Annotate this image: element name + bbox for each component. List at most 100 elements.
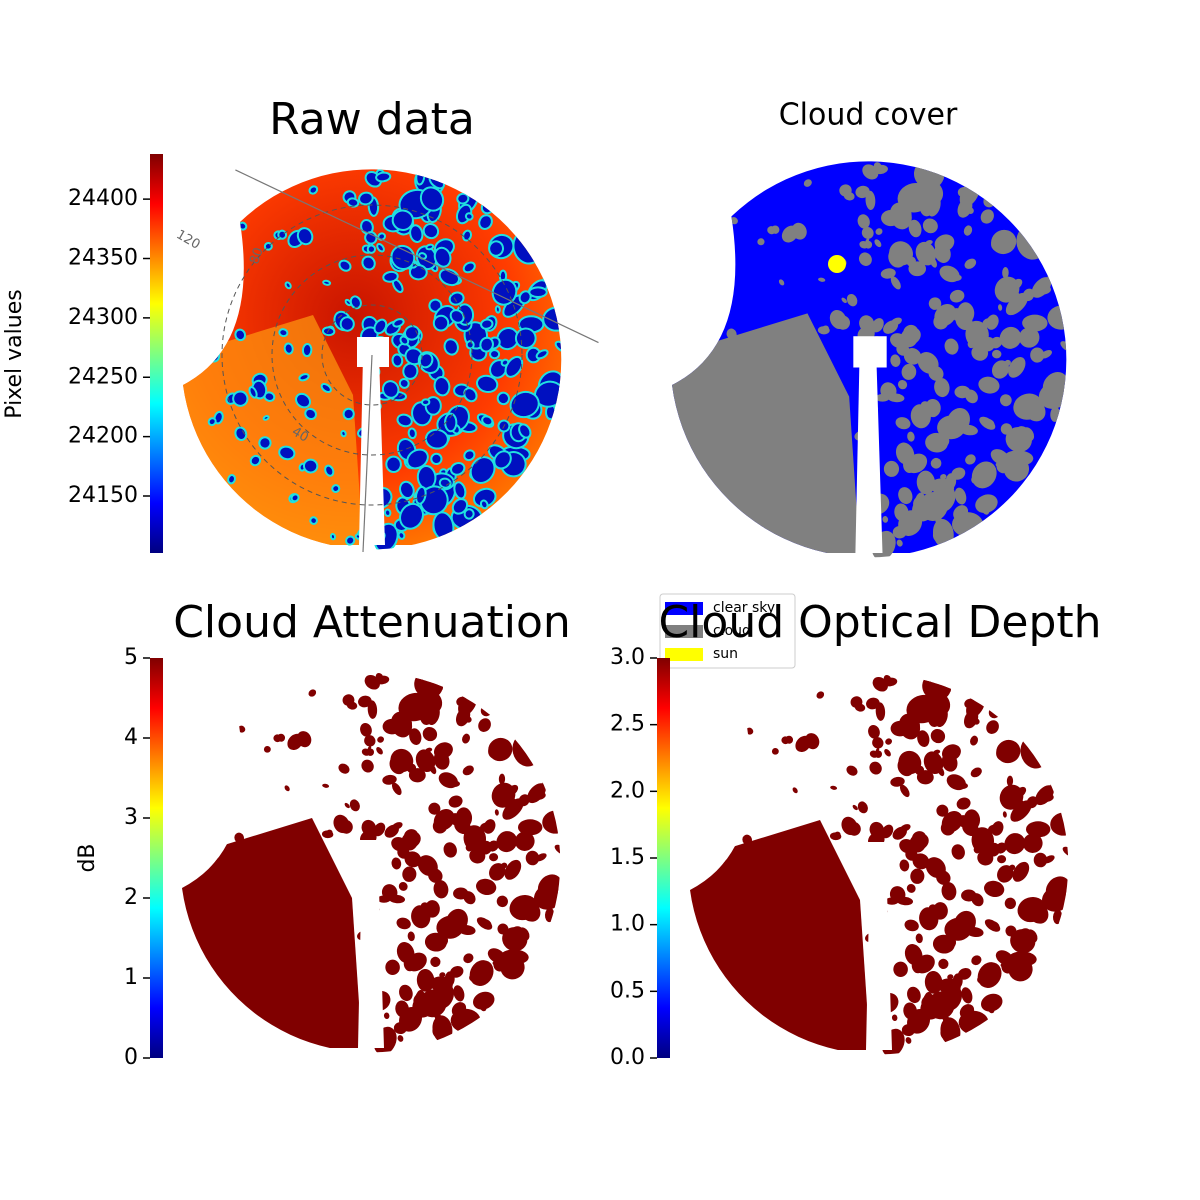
cloud-blob <box>463 1012 473 1022</box>
cloud-blob <box>496 831 518 853</box>
cloud-blob <box>456 696 468 707</box>
cloud-blob <box>809 848 819 862</box>
cloud-blob <box>698 420 707 429</box>
cloud-blob <box>836 434 842 440</box>
cloud-blob <box>771 897 782 906</box>
cloud-blob <box>464 716 472 723</box>
cloud-blob <box>422 222 440 240</box>
cloud-blob <box>331 484 341 493</box>
panel-title: Cloud Attenuation <box>173 597 571 648</box>
cloud-blob <box>419 186 445 212</box>
cloud-blob <box>934 243 951 263</box>
mask-wedge <box>358 858 384 1048</box>
cloud-blob <box>234 930 246 944</box>
cloud-blob <box>392 822 403 830</box>
cloud-blob <box>391 782 402 796</box>
cloud-blob <box>897 380 908 390</box>
cloud-blob <box>980 209 994 224</box>
cloud-blob <box>803 898 818 913</box>
cloud-blob <box>535 349 549 360</box>
cloud-blob <box>932 902 948 920</box>
cloud-blob <box>971 461 997 489</box>
cloud-blob <box>999 784 1024 810</box>
cloud-blob <box>934 377 950 398</box>
cloud-blob <box>410 765 416 771</box>
cloud-blob <box>793 374 803 382</box>
cloud-blob <box>278 445 296 461</box>
cloud-blob <box>853 1041 862 1050</box>
cloud-blob <box>987 842 1000 857</box>
legend-label: clear sky <box>713 600 775 616</box>
panel-title: Cloud cover <box>779 98 958 133</box>
cloud-blob <box>290 997 298 1005</box>
cloud-blob <box>798 464 812 478</box>
cloud-blob <box>959 1004 975 1019</box>
cloud-blob <box>1026 929 1038 943</box>
cloud-blob <box>496 895 508 908</box>
cloud-blob <box>414 989 425 1007</box>
cloud-blob <box>376 746 383 755</box>
cloud-blob <box>789 395 805 410</box>
cloud-blob <box>895 417 911 430</box>
cloud-blob <box>940 474 947 480</box>
cloud-blob <box>883 460 900 477</box>
cloud-blob <box>424 932 447 952</box>
cloud-blob <box>857 214 870 229</box>
y-tick-label: 1.0 <box>610 912 645 937</box>
cloud-blob <box>1005 925 1017 937</box>
cloud-blob <box>777 342 787 354</box>
polar-label: 120 <box>173 227 202 252</box>
cloud-blob <box>740 896 755 911</box>
cloud-blob <box>473 991 495 1010</box>
cloud-blob <box>965 454 976 465</box>
cloud-blob <box>982 318 995 328</box>
cloud-blob <box>263 746 271 753</box>
cloud-blob <box>953 505 969 521</box>
legend: clear sky cloud sun <box>659 593 796 669</box>
cloud-blob <box>398 881 408 891</box>
cloud-blob <box>984 880 1005 898</box>
cloud-blob <box>912 853 930 870</box>
cloud-blob <box>489 853 499 862</box>
cloud-blob <box>778 279 785 286</box>
cloud-blob <box>868 724 880 739</box>
cloud-blob <box>322 783 330 788</box>
cloud-blob <box>841 297 847 304</box>
cloud-blob <box>718 311 724 320</box>
cloud-blob <box>322 279 332 286</box>
cloud-blob <box>491 782 516 808</box>
legend-swatch <box>665 648 703 661</box>
cloud-blob <box>925 432 949 453</box>
cloud-blob <box>428 802 441 815</box>
cloud-blob <box>329 532 337 541</box>
cloud-blob <box>207 417 217 427</box>
legend-swatch <box>665 602 703 615</box>
cloud-blob <box>535 853 547 862</box>
cloud-blob <box>376 242 385 253</box>
cloud-blob <box>518 423 532 439</box>
cloud-blob <box>803 179 812 187</box>
cloud-blob <box>321 326 336 337</box>
cloud-blob <box>939 265 960 283</box>
cloud-blob <box>961 987 973 1004</box>
cloud-blob <box>719 480 727 489</box>
cloud-blob <box>839 990 847 997</box>
cloud-blob <box>339 316 355 332</box>
y-tick-label: 0 <box>124 1045 138 1070</box>
cloud-blob <box>921 401 929 408</box>
cloud-blob <box>804 733 820 750</box>
cloud-blob <box>366 244 377 254</box>
cloud-blob <box>554 340 562 353</box>
cloud-blob <box>858 252 872 266</box>
y-tick-label: 5 <box>124 645 138 670</box>
cloud-blob <box>898 335 907 345</box>
cloud-blob <box>964 258 977 269</box>
y-tick-label: 24150 <box>68 483 138 508</box>
cloud-blob <box>1040 349 1052 359</box>
cloud-blob <box>910 258 916 265</box>
cloud-blob <box>947 974 954 980</box>
cloud-blob <box>465 844 473 852</box>
cloud-blob <box>864 240 873 249</box>
colorbar <box>657 658 670 1058</box>
